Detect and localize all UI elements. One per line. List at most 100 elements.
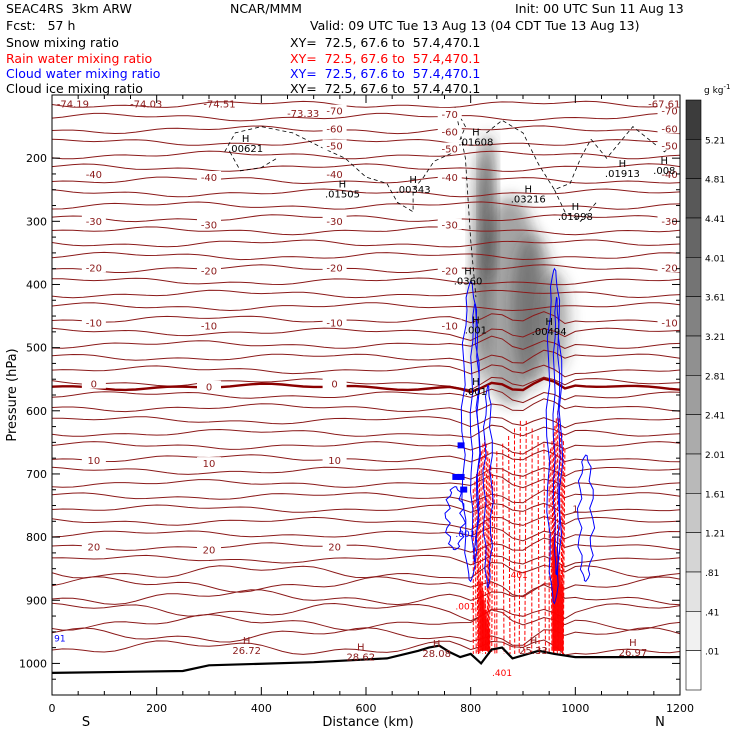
isotherm-line [52, 466, 680, 480]
colorbar-segment [685, 99, 702, 140]
colorbar-label: .81 [705, 569, 719, 579]
colorbar-label: 3.61 [705, 294, 725, 304]
max-marker: H [530, 636, 538, 647]
colorbar-label: 1.61 [705, 490, 725, 500]
isotherm-label-bg [657, 139, 682, 151]
snow-plume-3 [482, 132, 495, 285]
isotherm-label: -40 [442, 173, 458, 184]
isotherm-label: -20 [86, 263, 102, 274]
max-marker: H [357, 642, 365, 653]
isotherm-label: -30 [326, 217, 342, 228]
isotherm-label-bg [322, 215, 347, 227]
isotherm-label: -50 [326, 141, 342, 152]
rain-column-middle [537, 436, 540, 654]
isotherm-line [52, 388, 680, 404]
right-endpoint: N [655, 715, 665, 730]
colorbar-segment [685, 335, 702, 376]
max-marker: H [242, 134, 250, 145]
isotherm-line [52, 163, 680, 172]
colorbar-segment [685, 296, 702, 337]
isotherm-label: -70 [326, 107, 342, 118]
x-tick-label: 600 [356, 702, 377, 715]
x-tick-label: 800 [460, 702, 481, 715]
rain-column-west [491, 473, 494, 654]
colorbar-segment [685, 532, 702, 573]
max-marker: H [619, 159, 627, 170]
isotherm-label-bg [437, 142, 462, 154]
cloud-water-west-inner [469, 301, 481, 564]
legend-cloud-water-xy: XY= 72.5, 67.6 to 57.4,470.1 [290, 66, 481, 81]
isotherm-line [52, 226, 680, 236]
isotherm-label: -40 [326, 170, 342, 181]
isotherm-label-bg [81, 167, 106, 179]
contour-labels: -70 -70 -70 -60 -60 -60 -50 -50 -50 -40 -40 -40 -40 -… [54, 100, 682, 679]
top-temperature-label: -67.61 [648, 100, 680, 111]
isotherm-label: -30 [442, 220, 458, 231]
isotherm-label-bg [81, 316, 106, 328]
colorbar-segment [685, 493, 702, 533]
rain-column-east [558, 418, 561, 654]
isotherm-label: -30 [86, 217, 102, 228]
small-contour-label: 1 [572, 505, 578, 515]
max-label: .008 [653, 166, 675, 177]
isotherm-label: -20 [201, 266, 217, 277]
colorbar-label: 2.01 [705, 451, 725, 461]
y-tick-label: 600 [26, 405, 47, 418]
zero-degree-line [52, 377, 680, 394]
max-label: 26.72 [232, 646, 261, 657]
isotherm-label-bg [322, 453, 347, 465]
isotherm-label-bg [197, 171, 221, 182]
isotherm-label-bg [322, 540, 347, 552]
isotherm-label: -60 [326, 124, 342, 135]
isotherm-label-bg [81, 215, 106, 227]
legend-snow-xy: XY= 72.5, 67.6 to 57.4,470.1 [290, 35, 481, 50]
max-marker: H [339, 179, 347, 190]
rain-column-east [554, 418, 557, 654]
rain-column-middle [524, 420, 527, 654]
max-label: .001 [465, 326, 487, 337]
cloud-ice-contour [590, 126, 680, 159]
isotherm-line [52, 576, 680, 598]
isotherm-label: -10 [86, 318, 102, 329]
y-tick-label: 300 [26, 215, 47, 228]
rain-column-middle [508, 436, 511, 654]
rain-water-contours [472, 410, 566, 654]
isotherm-line [52, 327, 680, 342]
rain-column-west [485, 443, 489, 654]
isotherm-label-bg [322, 122, 347, 134]
isotherm-label: -70 [442, 110, 458, 121]
max-marker: H [524, 184, 532, 195]
legend-cloud-water: Cloud water mixing ratio [6, 66, 161, 81]
isotherm-line [52, 311, 680, 325]
x-tick-label: 200 [146, 702, 167, 715]
isotherm-line [52, 251, 680, 261]
isotherm-line [52, 554, 680, 568]
x-tick-label: 1000 [561, 702, 589, 715]
isotherm-label: -40 [86, 170, 102, 181]
isotherm-label-bg [197, 380, 221, 392]
isotherm-label: -50 [442, 145, 458, 156]
max-marker: H [409, 175, 417, 186]
isotherm-label: -10 [201, 321, 217, 332]
isotherm-line [52, 349, 680, 364]
isotherm-line [52, 214, 680, 223]
isotherm-label-bg [322, 316, 347, 328]
isotherm-label-bg [657, 261, 682, 273]
isotherm-label-bg [197, 457, 221, 469]
max-marker: H [545, 317, 553, 328]
max-label: .001 [465, 387, 487, 398]
max-marker: H [472, 316, 480, 327]
y-tick-label: 800 [26, 531, 47, 544]
isotherm-label-bg [437, 107, 462, 119]
isotherm-label: -20 [442, 266, 458, 277]
isotherm-line [52, 639, 680, 656]
cloud-water-west-low [444, 486, 467, 551]
isotherm-label-bg [657, 167, 682, 179]
max-marker: H [433, 639, 441, 650]
isotherm-line [52, 150, 680, 160]
colorbar-segment [685, 139, 702, 179]
cloud-water-east-outer [545, 267, 564, 605]
cloud-water-west-outer [460, 280, 482, 583]
isotherm-label-bg [197, 543, 221, 555]
